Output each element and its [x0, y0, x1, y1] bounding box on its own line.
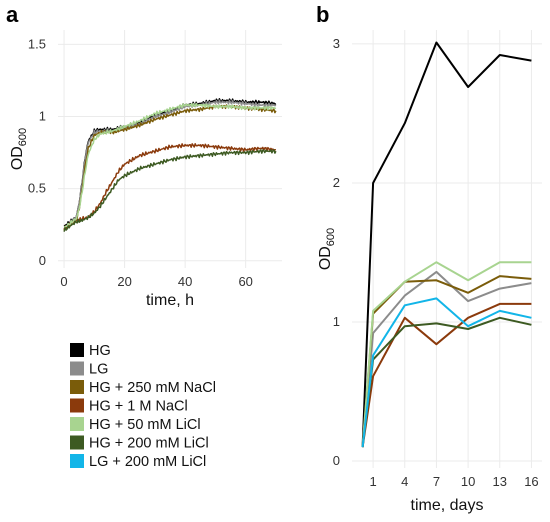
y-tick-label: 1 — [333, 314, 340, 329]
y-tick-label: 3 — [333, 36, 340, 51]
series-line-b-hg-50-mm-licl — [361, 261, 532, 448]
x-axis-label: time, days — [411, 497, 484, 514]
legend-swatch-hg-50-mm-licl — [70, 417, 84, 431]
x-tick-label: 13 — [493, 474, 507, 489]
legend-label-hg-1-m-nacl: HG + 1 M NaCl — [89, 399, 188, 415]
legend-label-hg-50-mm-licl: HG + 50 mM LiCl — [89, 417, 201, 433]
panel-b-chart: 1 4 7 10 13 16 0 1 2 3 time, days OD600 — [317, 30, 542, 514]
legend-swatch-hg — [70, 343, 84, 357]
legend-swatch-hg-250-mm-nacl — [70, 380, 84, 394]
x-tick-label: 10 — [461, 474, 475, 489]
y-axis-label: OD600 — [9, 128, 29, 170]
series-line-a-hg-50-mm-licl — [63, 102, 277, 229]
series-line-b-hg-200-mm-licl — [361, 316, 532, 448]
legend-label-hg-250-mm-nacl: HG + 250 mM NaCl — [89, 380, 216, 396]
series-line-a-hg-200-mm-licl — [63, 149, 277, 232]
y-tick-label: 1 — [39, 109, 46, 124]
y-tick-label: 2 — [333, 175, 340, 190]
legend-swatch-hg-200-mm-licl — [70, 435, 84, 450]
series-line-b-hg — [361, 41, 532, 448]
x-tick-label: 20 — [117, 274, 131, 289]
y-tick-label: 0.5 — [28, 181, 46, 196]
panel-a-chart: 0 20 40 60 0 0.5 1 1.5 time, h OD600 — [9, 30, 282, 309]
legend-label-lg: LG — [89, 362, 108, 378]
series-line-b-lg — [361, 270, 532, 448]
legend-label-lg-200-mm-licl: LG + 200 mM LiCl — [89, 454, 206, 470]
series-line-b-hg-250-mm-nacl — [361, 275, 532, 448]
x-tick-label: 40 — [178, 274, 192, 289]
x-tick-label: 16 — [524, 474, 538, 489]
series-line-b-hg-1-m-nacl — [361, 302, 532, 448]
x-tick-label: 7 — [433, 474, 440, 489]
series-line-a-hg-1-m-nacl — [63, 143, 276, 230]
x-tick-label: 4 — [401, 474, 408, 489]
legend-swatch-lg-200-mm-licl — [70, 454, 84, 468]
x-tick-label: 0 — [60, 274, 67, 289]
x-tick-label: 1 — [369, 474, 376, 489]
panel-label-a: a — [6, 2, 19, 27]
x-tick-label: 60 — [238, 274, 252, 289]
legend: HG LG HG + 250 mM NaCl HG + 1 M NaCl HG + 50… — [70, 343, 216, 470]
y-tick-label: 0 — [39, 253, 46, 268]
y-tick-label: 0 — [333, 453, 340, 468]
legend-swatch-lg — [70, 361, 84, 376]
legend-label-hg: HG — [89, 343, 111, 359]
series-line-b-lg-200-mm-licl — [361, 297, 532, 448]
legend-label-hg-200-mm-licl: HG + 200 mM LiCl — [89, 436, 209, 452]
y-tick-label: 1.5 — [28, 36, 46, 51]
y-axis-label: OD600 — [317, 228, 337, 270]
x-axis-label: time, h — [146, 292, 194, 309]
legend-swatch-hg-1-m-nacl — [70, 398, 84, 413]
panel-label-b: b — [316, 2, 329, 27]
